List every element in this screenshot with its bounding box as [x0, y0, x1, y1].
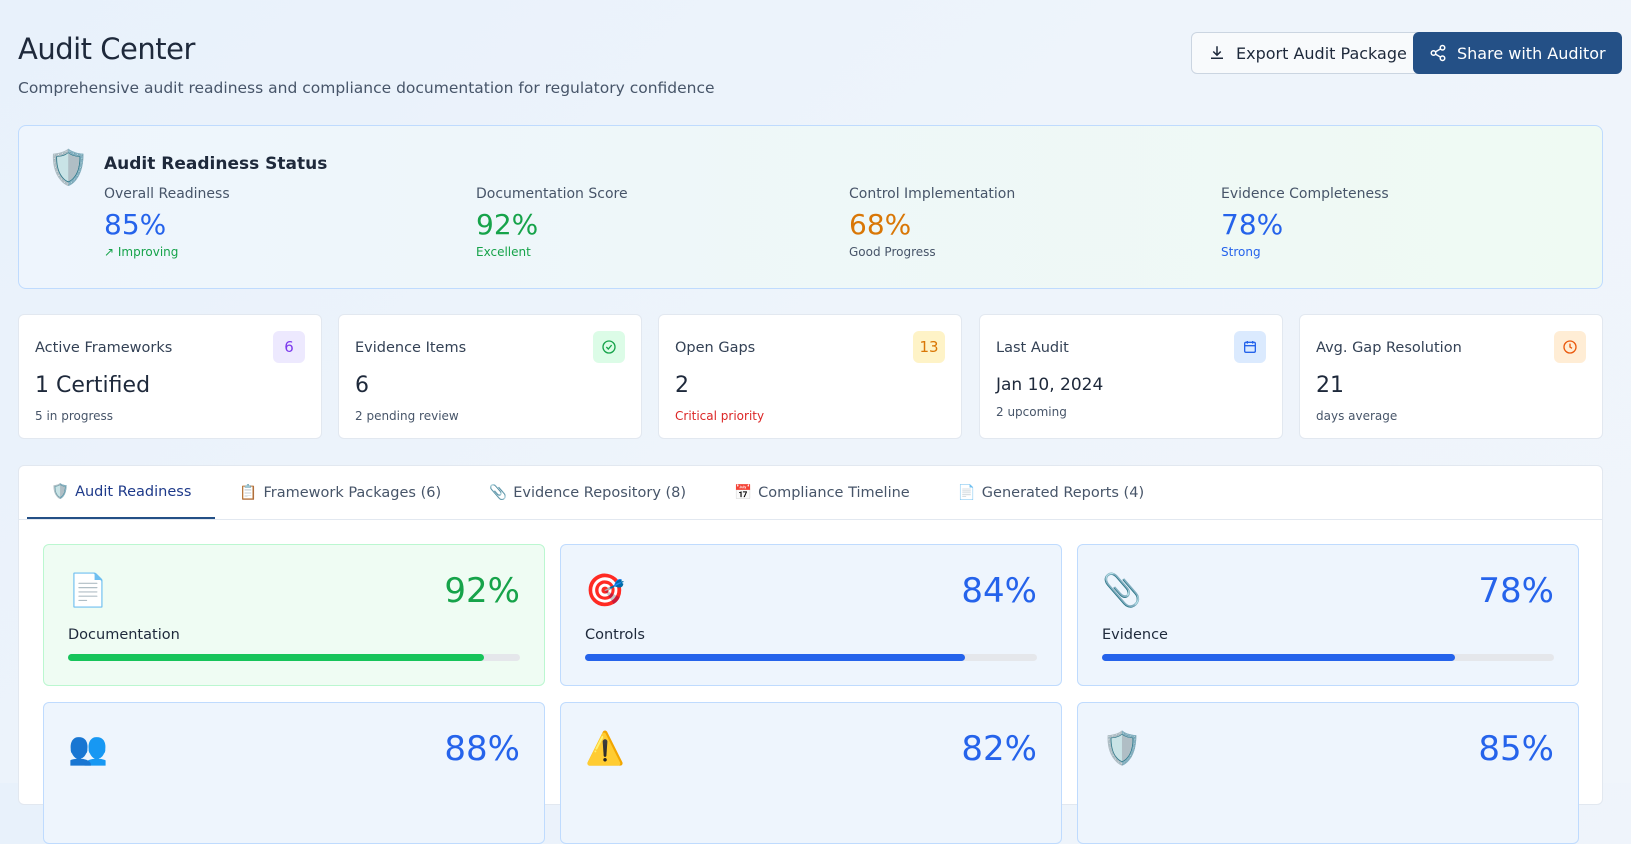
stat-note: 2 pending review	[355, 409, 459, 423]
share-button[interactable]: Share with Auditor	[1413, 32, 1622, 74]
stat-value: 21	[1316, 373, 1344, 398]
score-card: 🛡️ 85%	[1077, 702, 1579, 844]
progress-bar	[1102, 654, 1455, 661]
score-card: 📄 92% Documentation	[43, 544, 545, 686]
tab[interactable]: 📄 Generated Reports (4)	[957, 484, 1145, 502]
stat-label: Avg. Gap Resolution	[1316, 340, 1462, 356]
tab-label: Audit Readiness	[75, 483, 192, 500]
score: 84%	[961, 571, 1037, 611]
stat-card: Evidence Items 6 2 pending review	[338, 314, 642, 439]
score: 85%	[1478, 729, 1554, 769]
shield-icon: 🛡️	[47, 148, 90, 188]
panel-title: Audit Readiness Status	[104, 154, 328, 174]
stat-badge: 13	[913, 331, 945, 363]
stat-note: days average	[1316, 409, 1398, 423]
stat-card: Last Audit Jan 10, 2024 2 upcoming	[979, 314, 1283, 439]
page-subtitle: Comprehensive audit readiness and compli…	[18, 79, 715, 97]
score-name: Controls	[585, 627, 645, 643]
tab[interactable]: 📎 Evidence Repository (8)	[489, 484, 687, 502]
tab[interactable]: 🛡️ Audit Readiness	[27, 466, 216, 519]
tab-label: Compliance Timeline	[758, 484, 910, 501]
tab-bar: 🛡️ Audit Readiness 📋 Framework Packages (6…	[19, 466, 1602, 520]
metric-label: Evidence Completeness	[1221, 186, 1389, 202]
metric: Control Implementation 68% Good Progress	[849, 186, 1015, 259]
tab-label: Framework Packages (6)	[263, 484, 442, 501]
metric-value: 78%	[1221, 208, 1284, 241]
score-card: 🎯 84% Controls	[560, 544, 1062, 686]
stat-note: Critical priority	[675, 409, 765, 423]
metric-label: Overall Readiness	[104, 186, 230, 202]
calendar-icon	[1234, 331, 1266, 363]
metric: Overall Readiness 85% ↗ Improving	[104, 186, 230, 259]
tab[interactable]: 📋 Framework Packages (6)	[239, 484, 442, 502]
tab-label: Evidence Repository (8)	[513, 484, 687, 501]
metric: Evidence Completeness 78% Strong	[1221, 186, 1389, 259]
clock-icon	[1554, 331, 1586, 363]
metric-label: Control Implementation	[849, 186, 1016, 202]
stat-value: 2	[675, 373, 689, 398]
stat-label: Evidence Items	[355, 340, 467, 356]
stat-value: Jan 10, 2024	[996, 375, 1104, 395]
page-title: Audit Center	[18, 32, 195, 66]
progress-bar	[68, 654, 484, 661]
metric: Documentation Score 92% Excellent	[476, 186, 628, 259]
metric-note: Good Progress	[849, 245, 936, 259]
stat-card: Avg. Gap Resolution 21 days average	[1299, 314, 1603, 439]
metric-note: Strong	[1221, 245, 1261, 259]
score: 88%	[444, 729, 520, 769]
stat-note: 2 upcoming	[996, 405, 1067, 419]
share-icon	[1430, 44, 1446, 62]
button-label: Share with Auditor	[1457, 43, 1606, 63]
stat-card: Active Frameworks 6 1 Certified 5 in progre…	[18, 314, 322, 439]
stat-note: 5 in progress	[35, 409, 114, 423]
tab-panel: 🛡️ Audit Readiness 📋 Framework Packages (6…	[18, 465, 1603, 844]
export-button[interactable]: Export Audit Package	[1191, 32, 1424, 74]
score: 92%	[444, 571, 520, 611]
metric-value: 68%	[849, 208, 912, 241]
tab[interactable]: 📅 Compliance Timeline	[734, 484, 910, 502]
button-label: Export Audit Package	[1236, 43, 1407, 63]
progress-bar	[585, 654, 965, 661]
metric-label: Documentation Score	[476, 186, 628, 202]
stat-value: 6	[355, 373, 369, 398]
stat-card: Open Gaps 13 2 Critical priority	[658, 314, 962, 439]
score-name: Documentation	[68, 627, 180, 643]
metric-note: ↗ Improving	[104, 245, 179, 259]
stat-label: Last Audit	[996, 340, 1069, 356]
score-card: 📎 78% Evidence	[1077, 544, 1579, 686]
readiness-panel: 🛡️ Audit Readiness Status Overall Readin…	[18, 125, 1603, 289]
stat-label: Open Gaps	[675, 340, 756, 356]
score-card: ⚠️ 82%	[560, 702, 1062, 844]
stat-badge: 6	[273, 331, 305, 363]
score-name: Evidence	[1102, 627, 1168, 643]
metric-note: Excellent	[476, 245, 531, 259]
score-card: 👥 88%	[43, 702, 545, 844]
metric-value: 85%	[104, 208, 167, 241]
stat-label: Active Frameworks	[35, 340, 173, 356]
score: 78%	[1478, 571, 1554, 611]
stat-value: 1 Certified	[35, 373, 151, 398]
check-icon	[593, 331, 625, 363]
tab-label: Generated Reports (4)	[981, 484, 1145, 501]
score: 82%	[961, 729, 1037, 769]
metric-value: 92%	[476, 208, 539, 241]
download-icon	[1211, 46, 1223, 59]
